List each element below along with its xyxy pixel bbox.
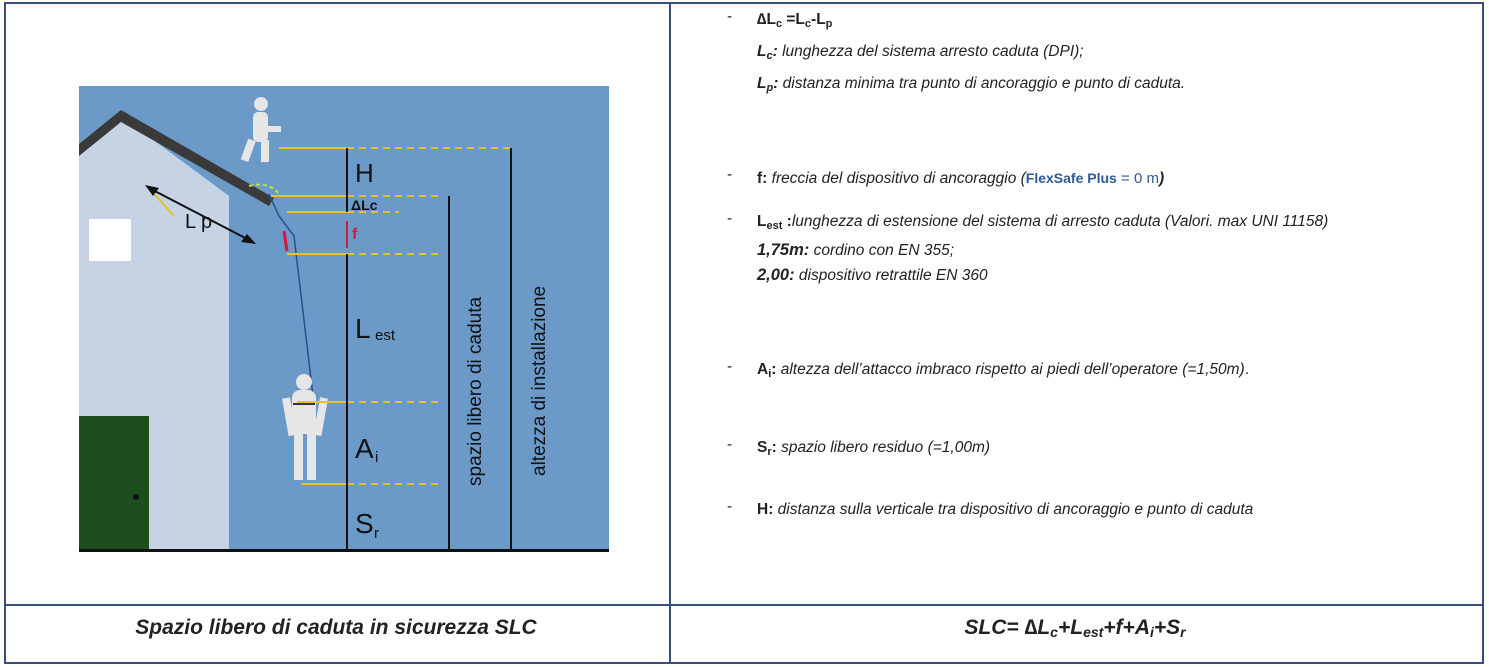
ground-line	[79, 549, 609, 552]
deflection-marker	[282, 230, 289, 252]
caption-slc: Spazio libero di caduta in sicurezza SLC	[135, 616, 537, 639]
lp-definition: Lp: distanza minima tra punto di ancorag…	[757, 75, 1186, 94]
bullet-dash: -	[727, 498, 733, 515]
row-divider	[6, 604, 1482, 606]
lest-sub-label: est	[375, 327, 396, 344]
bullet-dash: -	[727, 210, 733, 227]
ai-label: A	[355, 433, 374, 464]
lp-arrowhead-right	[241, 234, 256, 244]
sr-definition: Sr: spazio libero residuo (=1,00m)	[757, 439, 991, 458]
lifeline	[268, 193, 314, 397]
lp-label: L p	[185, 211, 212, 233]
bullet-dash: -	[727, 166, 733, 183]
delta-lc-formula: ∆Lc =Lc-Lp	[757, 11, 833, 30]
lanyard-path	[248, 183, 280, 195]
bullet-dash: -	[727, 8, 733, 25]
caption-formula: SLC= ∆Lc+Lest+f+Ai+Sr	[964, 616, 1186, 640]
lc-definition: Lc: lunghezza del sistema arresto caduta…	[757, 43, 1084, 62]
lest-definition: Lest :lunghezza di estensione del sistem…	[757, 213, 1329, 284]
delta-lc-label: ΔLc	[351, 197, 378, 213]
reference-lines	[271, 147, 347, 485]
lest-label: L	[355, 313, 371, 344]
ai-definition: Ai: altezza dell’attacco imbraco rispett…	[757, 361, 1250, 380]
door-knob	[133, 494, 139, 500]
bullet-dash: -	[727, 358, 733, 375]
ai-sub-label: i	[375, 449, 378, 466]
dimension-arrows	[346, 148, 512, 549]
roof	[79, 110, 274, 206]
f-definition: f: freccia del dispositivo di ancoraggio…	[757, 170, 1165, 187]
lp-arrow	[148, 187, 252, 242]
lp-arrowhead-left	[145, 185, 159, 196]
spazio-libero-label: spazio libero di caduta	[465, 297, 486, 486]
h-definition: H: distanza sulla verticale tra disposit…	[757, 501, 1254, 518]
h-label: H	[355, 158, 374, 188]
house-door	[79, 416, 149, 552]
bullet-dash: -	[727, 436, 733, 453]
table-frame	[4, 2, 1484, 664]
dashed-reference-lines	[347, 147, 511, 485]
column-divider	[669, 4, 671, 662]
altezza-installazione-label: altezza di installazione	[529, 286, 550, 476]
f-label: f	[352, 226, 358, 243]
house-window	[89, 219, 131, 261]
sr-sub-label: r	[374, 525, 379, 542]
worker-on-roof	[240, 97, 281, 163]
sr-label: S	[355, 508, 374, 539]
fall-clearance-diagram: L p	[79, 86, 609, 552]
